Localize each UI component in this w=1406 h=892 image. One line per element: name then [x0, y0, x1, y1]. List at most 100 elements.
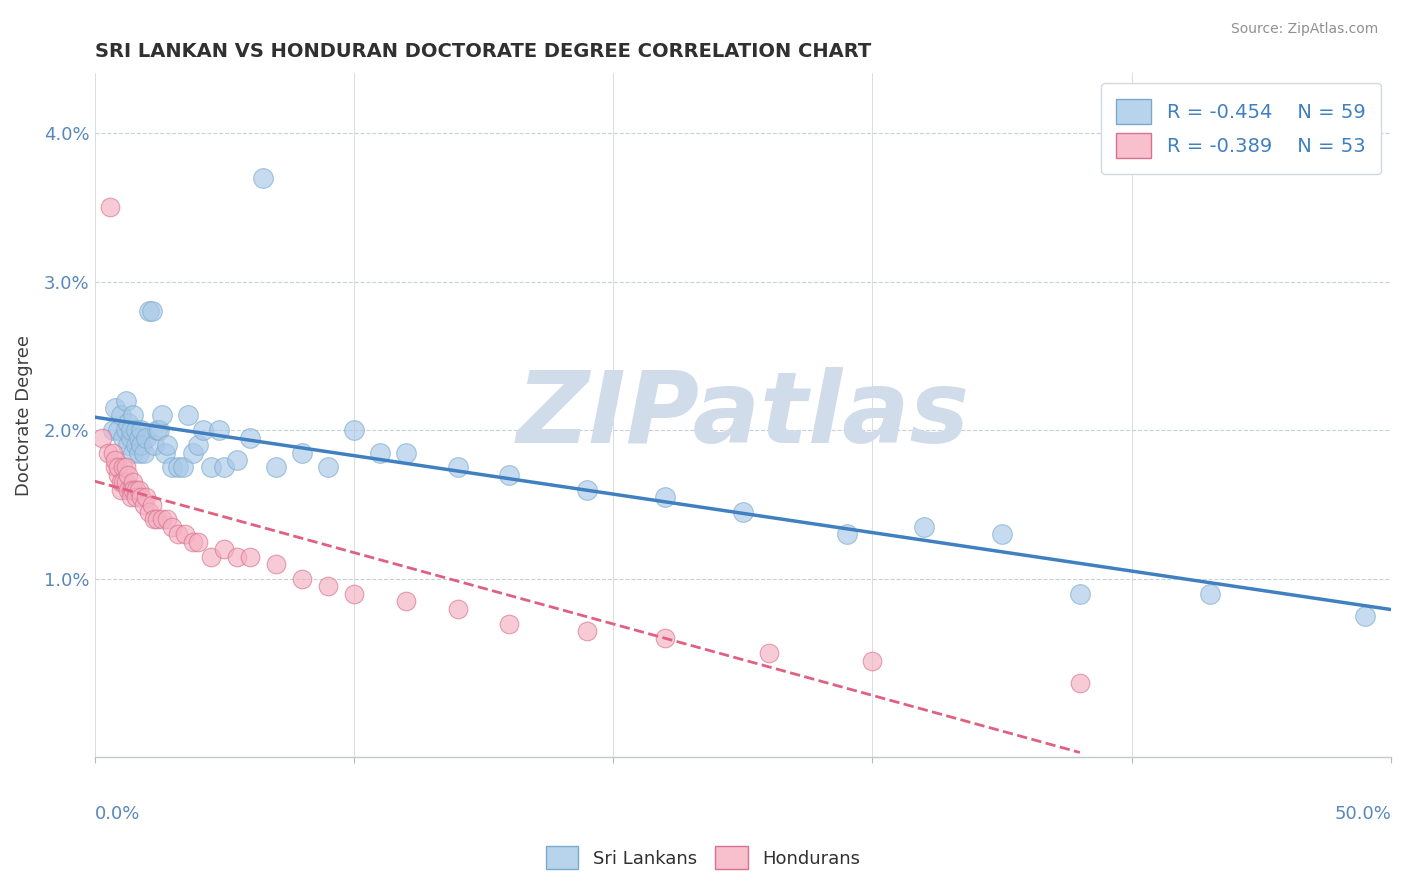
Point	[156, 438, 179, 452]
Point	[125, 438, 148, 452]
Point	[132, 498, 155, 512]
Point	[110, 409, 132, 423]
Point	[991, 527, 1014, 541]
Point	[200, 549, 222, 564]
Point	[120, 490, 142, 504]
Point	[174, 527, 197, 541]
Point	[446, 601, 468, 615]
Point	[731, 505, 754, 519]
Point	[1354, 609, 1376, 624]
Point	[122, 483, 145, 497]
Point	[862, 654, 884, 668]
Point	[98, 200, 121, 214]
Point	[212, 542, 235, 557]
Point	[117, 483, 139, 497]
Text: Source: ZipAtlas.com: Source: ZipAtlas.com	[1230, 22, 1378, 37]
Point	[104, 453, 127, 467]
Point	[193, 423, 215, 437]
Point	[114, 423, 136, 437]
Point	[368, 445, 391, 459]
Point	[125, 423, 148, 437]
Point	[208, 423, 231, 437]
Point	[150, 512, 173, 526]
Point	[107, 467, 129, 482]
Point	[252, 170, 274, 185]
Y-axis label: Doctorate Degree: Doctorate Degree	[15, 334, 32, 496]
Point	[187, 534, 209, 549]
Point	[97, 445, 120, 459]
Point	[187, 438, 209, 452]
Text: 50.0%: 50.0%	[1334, 805, 1391, 823]
Point	[117, 416, 139, 430]
Point	[912, 520, 935, 534]
Point	[91, 431, 114, 445]
Point	[1198, 587, 1220, 601]
Point	[112, 475, 135, 490]
Point	[129, 423, 152, 437]
Text: ZIPatlas: ZIPatlas	[516, 367, 969, 464]
Point	[135, 490, 157, 504]
Point	[162, 460, 184, 475]
Point	[316, 460, 339, 475]
Point	[128, 445, 150, 459]
Text: 0.0%: 0.0%	[94, 805, 141, 823]
Point	[162, 520, 184, 534]
Point	[112, 460, 135, 475]
Point	[1069, 676, 1091, 690]
Point	[153, 445, 176, 459]
Point	[576, 483, 599, 497]
Point	[101, 423, 124, 437]
Point	[141, 498, 163, 512]
Point	[264, 557, 287, 571]
Point	[120, 483, 142, 497]
Point	[122, 409, 145, 423]
Point	[212, 460, 235, 475]
Point	[129, 490, 152, 504]
Point	[129, 438, 152, 452]
Point	[112, 431, 135, 445]
Point	[239, 549, 262, 564]
Point	[343, 423, 366, 437]
Point	[1069, 587, 1091, 601]
Point	[654, 632, 676, 646]
Point	[148, 423, 170, 437]
Point	[132, 445, 155, 459]
Point	[135, 431, 157, 445]
Point	[125, 490, 148, 504]
Point	[395, 594, 418, 608]
Point	[114, 475, 136, 490]
Point	[143, 438, 166, 452]
Point	[138, 505, 160, 519]
Point	[114, 393, 136, 408]
Point	[146, 512, 169, 526]
Point	[156, 512, 179, 526]
Point	[166, 527, 188, 541]
Point	[576, 624, 599, 638]
Point	[104, 460, 127, 475]
Point	[498, 616, 520, 631]
Point	[110, 483, 132, 497]
Point	[264, 460, 287, 475]
Point	[150, 409, 173, 423]
Point	[114, 460, 136, 475]
Point	[107, 460, 129, 475]
Point	[117, 438, 139, 452]
Point	[138, 304, 160, 318]
Point	[200, 460, 222, 475]
Legend: R = -0.454    N = 59, R = -0.389    N = 53: R = -0.454 N = 59, R = -0.389 N = 53	[1101, 83, 1381, 174]
Point	[166, 460, 188, 475]
Point	[101, 445, 124, 459]
Point	[177, 409, 200, 423]
Point	[226, 549, 249, 564]
Point	[117, 467, 139, 482]
Point	[291, 445, 314, 459]
Point	[143, 512, 166, 526]
Point	[128, 483, 150, 497]
Point	[654, 490, 676, 504]
Point	[146, 423, 169, 437]
Point	[172, 460, 194, 475]
Point	[498, 467, 520, 482]
Legend: Sri Lankans, Hondurans: Sri Lankans, Hondurans	[537, 838, 869, 879]
Point	[107, 423, 129, 437]
Point	[122, 475, 145, 490]
